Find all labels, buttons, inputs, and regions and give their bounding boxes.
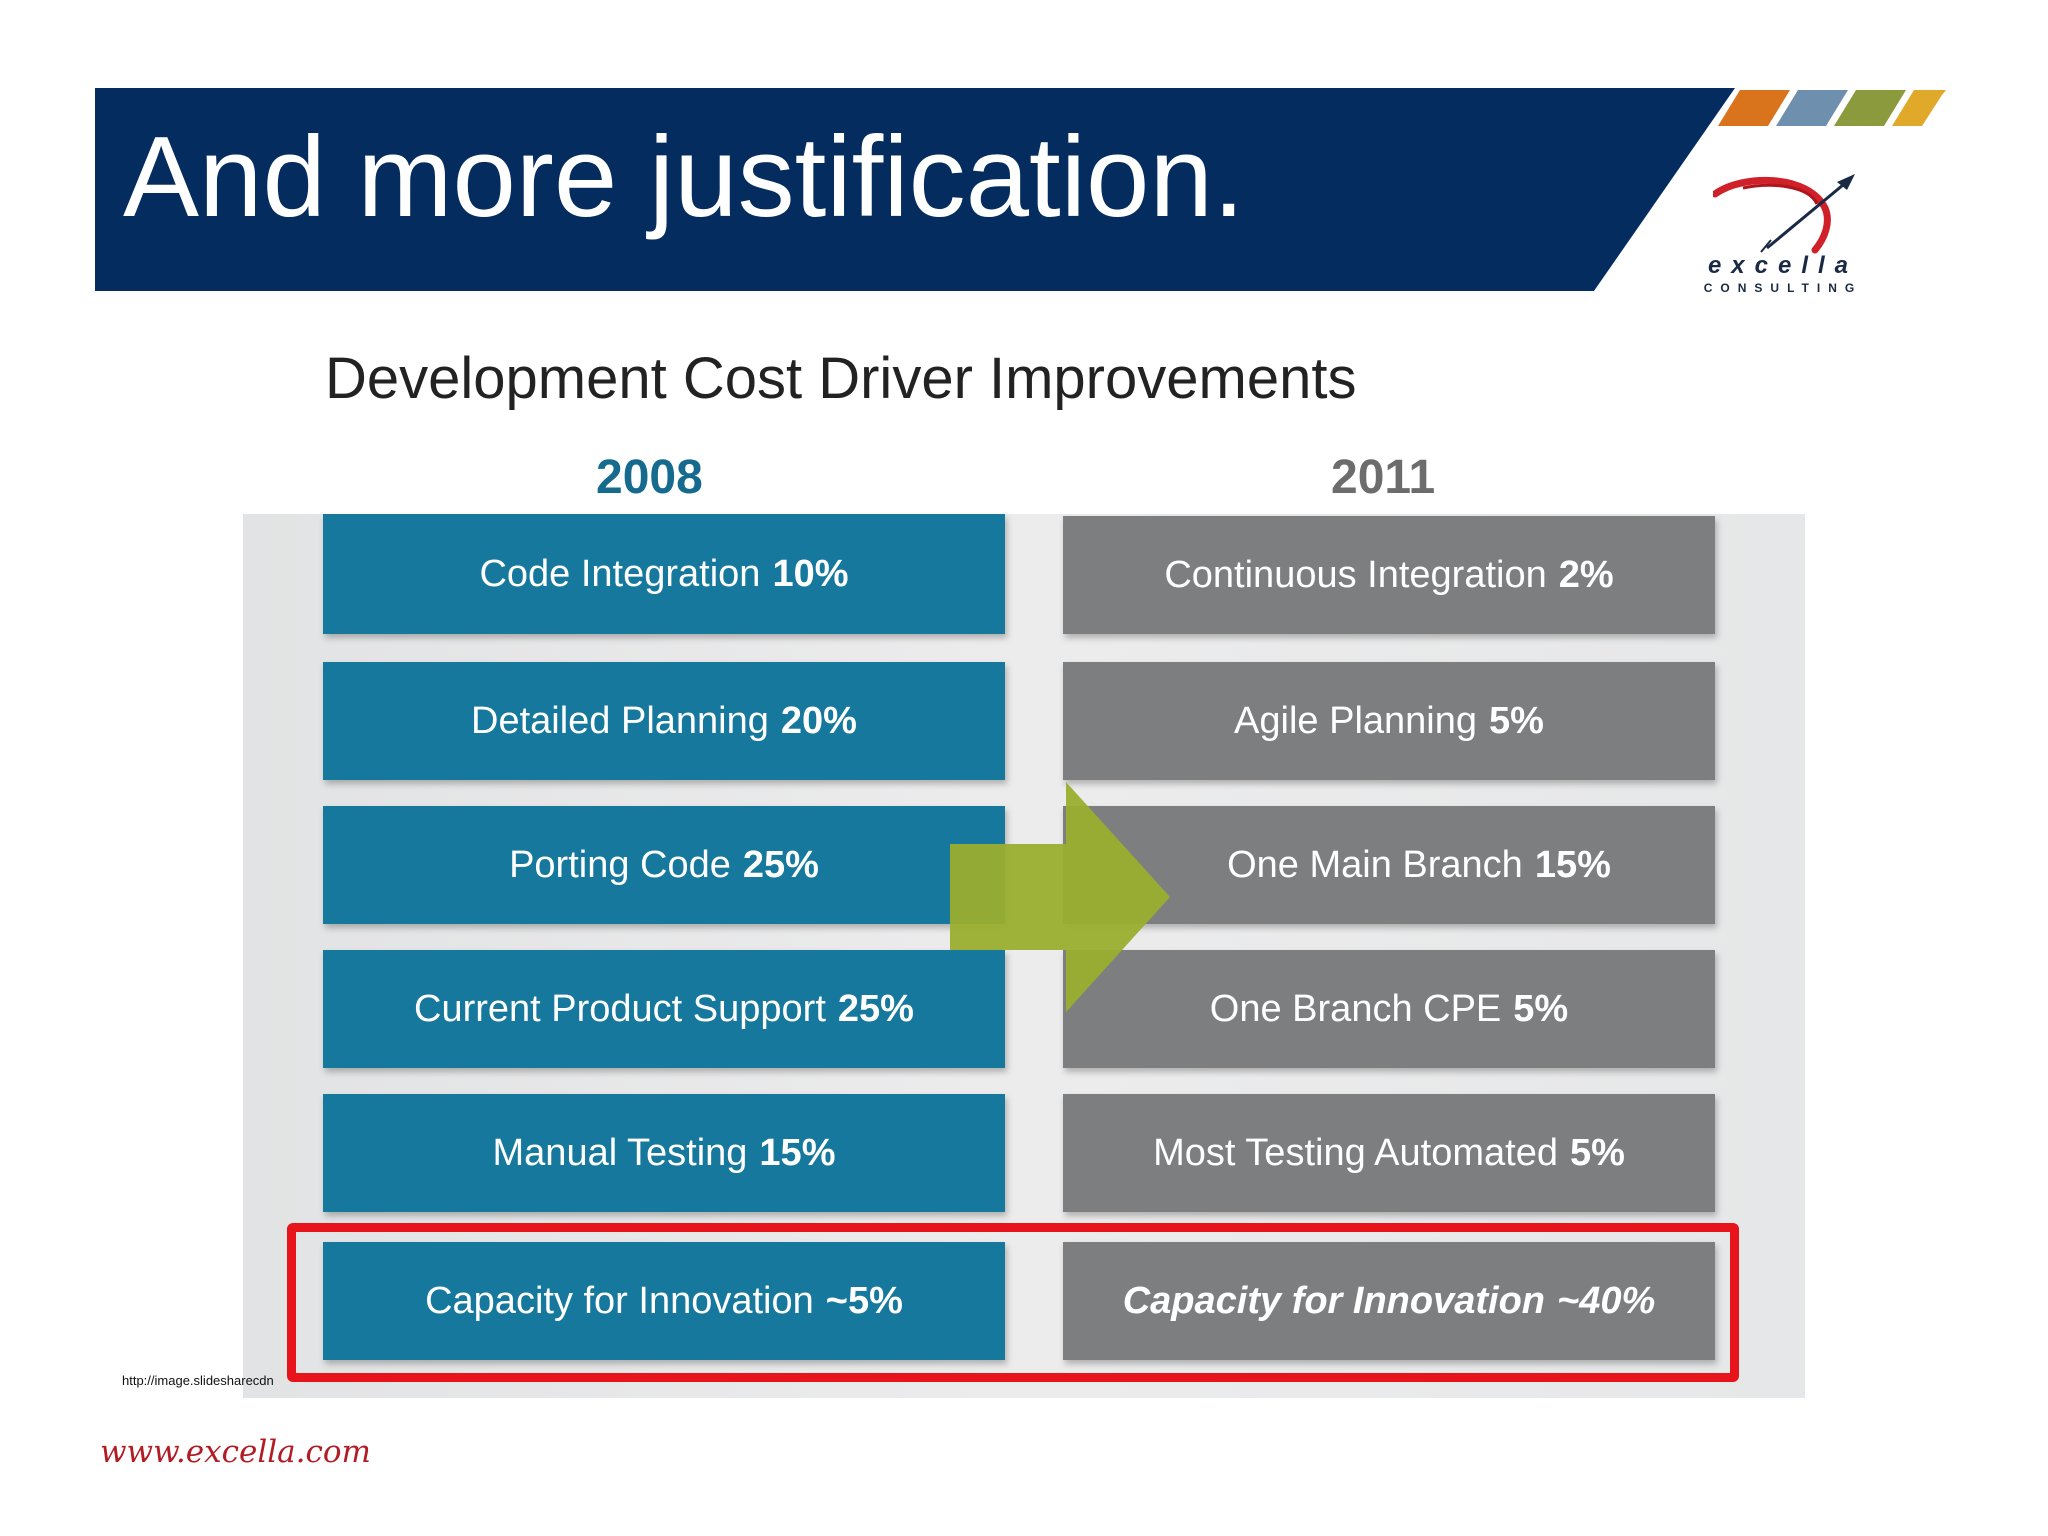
before-label: Capacity for Innovation xyxy=(425,1279,814,1322)
after-label: Continuous Integration xyxy=(1164,553,1547,596)
after-value: 2% xyxy=(1558,553,1614,596)
year-2011-header: 2011 xyxy=(1331,451,1436,504)
after-label: One Branch CPE xyxy=(1209,987,1502,1030)
before-value: 10% xyxy=(772,552,849,595)
right-arrow-icon xyxy=(950,782,1170,1012)
after-label: Capacity for Innovation xyxy=(1122,1279,1546,1322)
image-source-url: http://image.slidesharecdn xyxy=(122,1373,274,1388)
year-2008-header: 2008 xyxy=(596,451,703,504)
after-box-one-main-branch: One Main Branch 15% xyxy=(1063,806,1715,924)
brand-stripe-orange xyxy=(1718,90,1790,126)
footer-website-link[interactable]: www.excella.com xyxy=(100,1434,371,1470)
after-label: Agile Planning xyxy=(1234,699,1478,742)
after-value: 5% xyxy=(1513,987,1569,1030)
brand-stripe-blue xyxy=(1776,90,1848,126)
before-value: 25% xyxy=(742,843,819,886)
brand-stripe-gold xyxy=(1892,90,1946,126)
title-band xyxy=(95,88,1735,291)
logo-wordmark: excella xyxy=(1707,252,1859,279)
after-label: One Main Branch xyxy=(1227,843,1523,886)
after-box-agile-planning: Agile Planning 5% xyxy=(1063,662,1715,780)
logo-tagline: CONSULTING xyxy=(1703,281,1863,295)
before-box-current-product-support: Current Product Support 25% xyxy=(323,950,1005,1068)
brand-stripes xyxy=(1718,90,1946,126)
before-label: Code Integration xyxy=(479,552,761,595)
after-value: 5% xyxy=(1489,699,1544,742)
before-box-detailed-planning: Detailed Planning 20% xyxy=(323,662,1005,780)
before-box-capacity-for-innovation: Capacity for Innovation ~5% xyxy=(323,1242,1005,1360)
after-value: ~40% xyxy=(1557,1279,1656,1322)
after-box-continuous-integration: Continuous Integration 2% xyxy=(1063,516,1715,634)
after-box-most-testing-automated: Most Testing Automated 5% xyxy=(1063,1094,1715,1212)
before-label: Manual Testing xyxy=(492,1131,748,1174)
before-value: 25% xyxy=(837,987,914,1030)
before-box-code-integration: Code Integration 10% xyxy=(323,514,1005,634)
before-label: Detailed Planning xyxy=(471,699,769,742)
after-box-one-branch-cpe: One Branch CPE 5% xyxy=(1063,950,1715,1068)
before-box-manual-testing: Manual Testing 15% xyxy=(323,1094,1005,1212)
chart-heading: Development Cost Driver Improvements xyxy=(325,346,1357,411)
after-label: Most Testing Automated xyxy=(1153,1131,1558,1174)
before-value: 15% xyxy=(759,1131,836,1174)
before-box-porting-code: Porting Code 25% xyxy=(323,806,1005,924)
slide-title: And more justification. xyxy=(123,114,1245,241)
excella-logo: excella CONSULTING xyxy=(1668,168,1888,304)
before-value: 20% xyxy=(780,699,857,742)
arrow-swoosh-icon xyxy=(1713,174,1855,254)
before-value: ~5% xyxy=(825,1279,903,1322)
before-label: Current Product Support xyxy=(414,987,826,1030)
after-value: 15% xyxy=(1534,843,1611,886)
brand-stripe-green xyxy=(1834,90,1906,126)
after-value: 5% xyxy=(1569,1131,1625,1174)
before-label: Porting Code xyxy=(509,843,731,886)
after-box-capacity-for-innovation: Capacity for Innovation ~40% xyxy=(1063,1242,1715,1360)
innovation-highlight-box xyxy=(287,1223,1739,1382)
